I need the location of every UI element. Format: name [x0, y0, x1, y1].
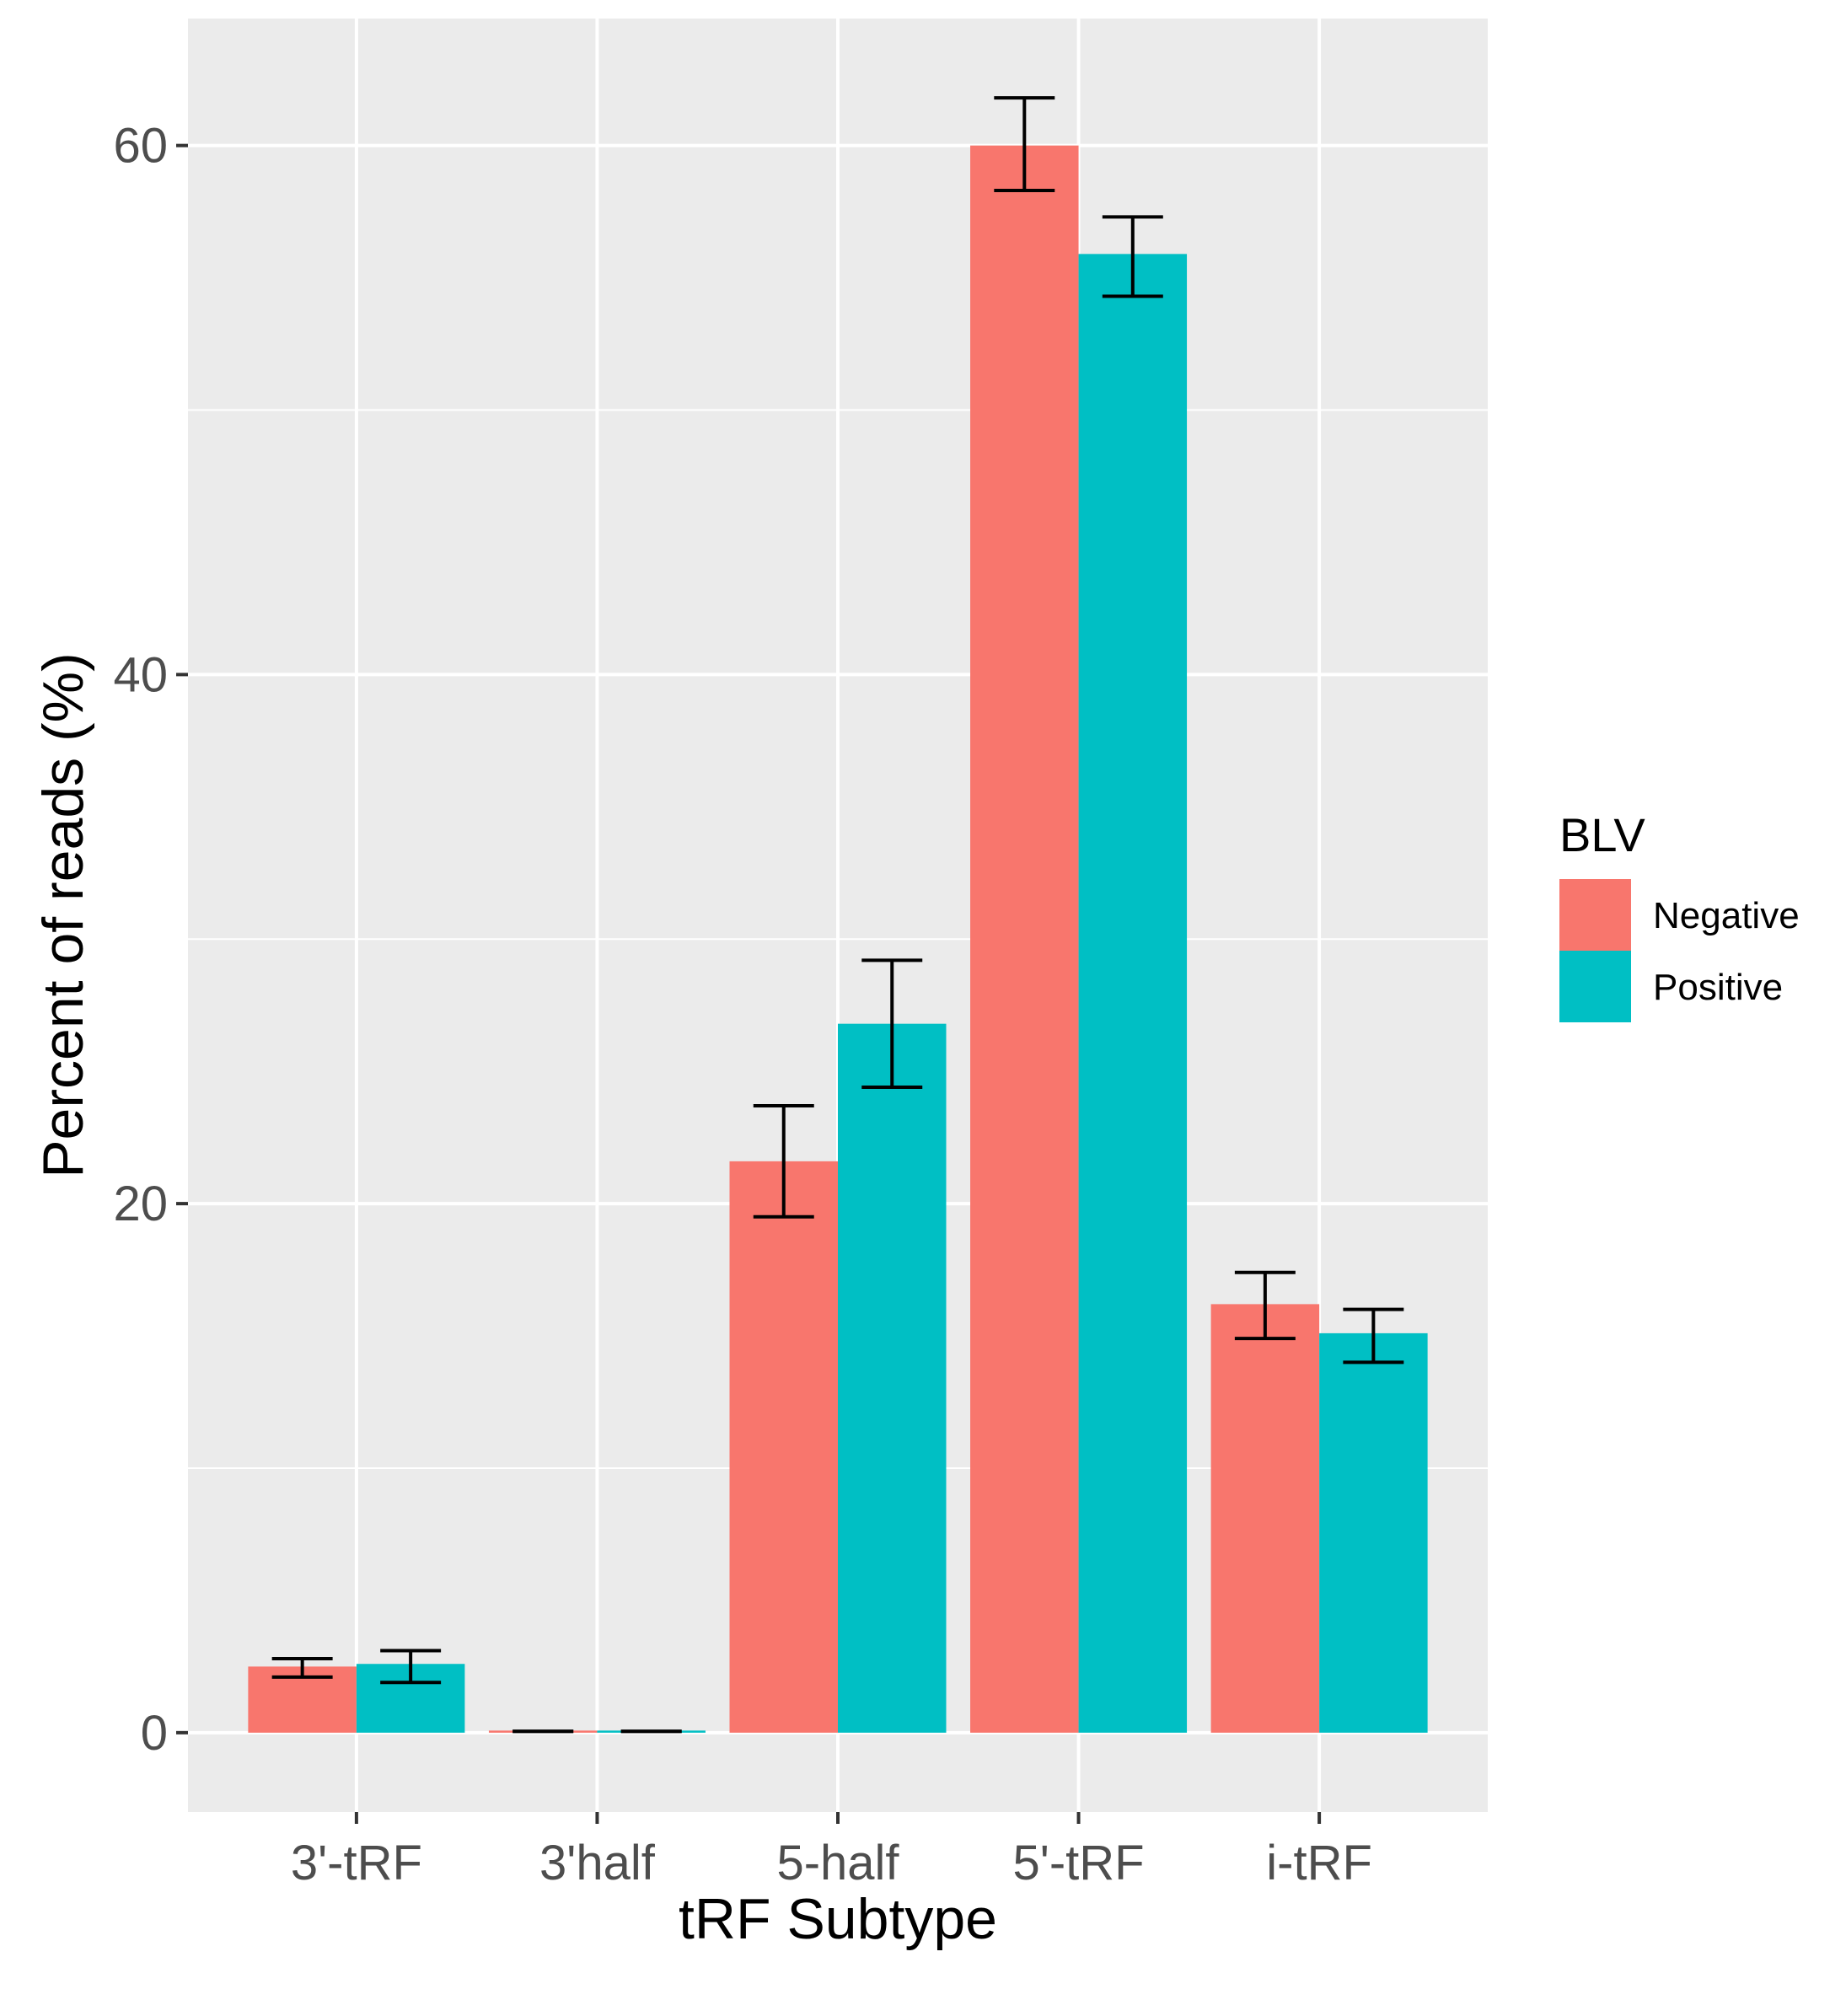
bar-positive [1078, 254, 1188, 1733]
bar-negative [970, 145, 1079, 1733]
x-tick-label: 3'-tRF [291, 1836, 422, 1890]
bars [248, 145, 1428, 1733]
y-axis: 0 20 40 60 [113, 119, 188, 1761]
legend-key-negative [1559, 879, 1631, 951]
x-axis-title: tRF Subtype [679, 1887, 997, 1951]
y-tick-label: 0 [141, 1706, 168, 1761]
legend: BLV Negative Positive [1559, 808, 1800, 1022]
y-axis-title: Percent of reads (%) [31, 652, 95, 1178]
x-tick-label: 5-half [776, 1836, 899, 1890]
legend-title: BLV [1559, 808, 1645, 861]
bar-negative [1210, 1304, 1320, 1733]
legend-key-positive [1559, 951, 1631, 1022]
x-tick-label: 5'-tRF [1013, 1836, 1145, 1890]
y-tick-label: 60 [113, 119, 168, 174]
x-tick-label: 3'half [539, 1836, 656, 1890]
bar-positive [838, 1023, 947, 1733]
y-tick-label: 20 [113, 1177, 168, 1231]
legend-label-negative: Negative [1653, 895, 1800, 936]
bar-positive [1319, 1332, 1428, 1733]
legend-label-positive: Positive [1653, 967, 1783, 1008]
bar-negative [729, 1161, 838, 1733]
y-tick-label: 40 [113, 647, 168, 702]
x-tick-label: i-tRF [1266, 1836, 1372, 1890]
error-bars [271, 96, 1404, 1734]
x-axis: 3'-tRF 3'half 5-half 5'-tRF i-tRF [291, 1812, 1372, 1890]
